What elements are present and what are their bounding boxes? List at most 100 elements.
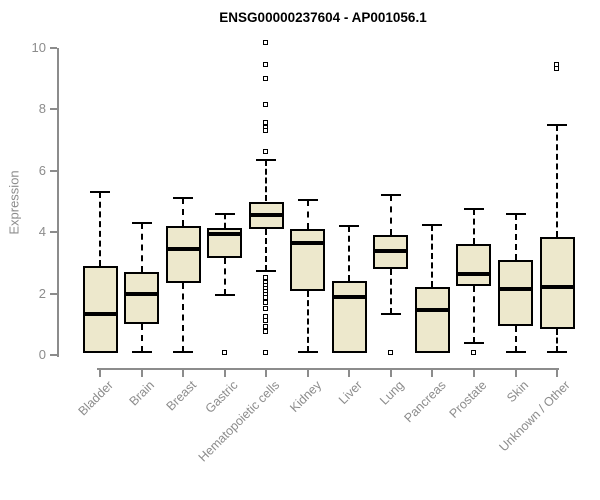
x-axis-tick — [223, 370, 226, 377]
whisker-lower-gastric — [223, 258, 226, 296]
x-tick-label: Brain — [126, 378, 158, 409]
median-line-brain — [124, 291, 160, 296]
boxplot-box-kidney — [290, 229, 326, 291]
whisker-cap-upper-breast — [173, 197, 194, 200]
x-axis-tick — [140, 370, 143, 377]
whisker-cap-upper-hematopoietic-cells — [256, 159, 277, 162]
whisker-lower-kidney — [306, 290, 309, 352]
whisker-lower-breast — [182, 282, 185, 352]
y-axis-label: Expression — [6, 170, 22, 235]
outlier-hematopoietic-cells — [263, 313, 269, 319]
whisker-upper-pancreas — [431, 224, 434, 288]
outlier-hematopoietic-cells — [263, 61, 269, 67]
whisker-lower-unknown-other — [556, 328, 559, 352]
median-line-prostate — [456, 271, 492, 276]
y-tick-label: 10 — [31, 40, 46, 55]
median-line-skin — [498, 286, 533, 291]
outlier-hematopoietic-cells — [263, 101, 269, 107]
whisker-cap-upper-liver — [339, 225, 360, 228]
boxplot-box-unknown-other — [539, 236, 575, 329]
whisker-upper-lung — [389, 195, 392, 236]
whisker-cap-lower-skin — [505, 350, 526, 353]
median-line-kidney — [290, 240, 326, 245]
x-tick-label: Lung — [377, 378, 407, 408]
x-axis-tick — [265, 370, 268, 377]
y-axis-line — [57, 48, 59, 357]
median-line-liver — [331, 294, 367, 299]
boxplot-box-breast — [165, 226, 201, 283]
whisker-cap-upper-gastric — [214, 212, 235, 215]
x-axis-tick — [556, 370, 559, 377]
whisker-cap-lower-unknown-other — [547, 350, 568, 353]
y-tick-label: 6 — [38, 162, 46, 178]
outlier-hematopoietic-cells — [263, 127, 269, 133]
outlier-unknown-other — [554, 61, 560, 67]
x-tick-label: Hematopoietic cells — [195, 378, 283, 465]
whisker-cap-lower-prostate — [463, 341, 484, 344]
y-axis-tick — [50, 231, 57, 234]
x-tick-label: Prostate — [447, 378, 490, 421]
boxplot-box-skin — [498, 259, 533, 326]
whisker-upper-skin — [514, 213, 517, 260]
outlier-hematopoietic-cells — [263, 350, 269, 356]
outlier-hematopoietic-cells — [263, 299, 269, 305]
whisker-upper-unknown-other — [556, 124, 559, 237]
whisker-cap-upper-unknown-other — [547, 123, 568, 126]
y-axis-tick — [50, 108, 57, 111]
whisker-upper-bladder — [99, 192, 101, 266]
whisker-cap-lower-breast — [173, 350, 194, 353]
y-axis-tick — [50, 169, 57, 172]
whisker-cap-upper-pancreas — [422, 223, 443, 226]
whisker-cap-lower-gastric — [214, 294, 235, 297]
outlier-hematopoietic-cells — [263, 324, 269, 330]
outlier-prostate — [470, 350, 476, 356]
outlier-hematopoietic-cells — [263, 40, 269, 46]
outlier-lung — [387, 350, 393, 356]
median-line-lung — [373, 248, 409, 253]
x-axis-tick — [472, 370, 475, 377]
median-line-bladder — [82, 311, 118, 316]
outlier-hematopoietic-cells — [263, 75, 269, 81]
whisker-cap-upper-brain — [131, 221, 152, 224]
boxplot-box-liver — [331, 281, 367, 354]
whisker-cap-lower-kidney — [297, 350, 318, 353]
whisker-cap-lower-brain — [131, 350, 152, 353]
x-axis-tick — [431, 370, 434, 377]
x-tick-label: Skin — [504, 378, 532, 406]
whisker-cap-lower-lung — [380, 312, 401, 315]
whisker-upper-liver — [348, 226, 351, 282]
outlier-hematopoietic-cells — [263, 120, 269, 126]
outlier-hematopoietic-cells — [263, 275, 269, 281]
whisker-upper-brain — [140, 222, 143, 273]
outlier-hematopoietic-cells — [263, 305, 269, 311]
x-axis-tick — [99, 370, 101, 377]
whisker-lower-skin — [514, 325, 517, 352]
whisker-cap-upper-skin — [505, 212, 526, 215]
outlier-hematopoietic-cells — [263, 318, 269, 324]
median-line-breast — [165, 247, 201, 252]
y-axis-tick — [50, 292, 57, 295]
whisker-cap-lower-hematopoietic-cells — [256, 269, 277, 272]
boxplot-box-prostate — [456, 244, 492, 286]
x-tick-label: Bladder — [75, 378, 116, 419]
whisker-cap-upper-bladder — [90, 191, 110, 194]
x-tick-label: Gastric — [202, 378, 241, 416]
x-axis-line — [97, 368, 559, 370]
boxplot-box-bladder — [82, 265, 118, 354]
x-tick-label: Liver — [336, 378, 366, 408]
whisker-upper-prostate — [472, 209, 475, 245]
x-axis-tick — [389, 370, 392, 377]
whisker-cap-upper-prostate — [463, 208, 484, 211]
y-axis-tick — [50, 354, 57, 356]
whisker-lower-prostate — [472, 285, 475, 343]
outlier-hematopoietic-cells — [263, 295, 269, 301]
x-axis-tick — [306, 370, 309, 377]
x-axis-tick — [514, 370, 517, 377]
median-line-hematopoietic-cells — [248, 213, 284, 218]
outlier-gastric — [221, 350, 227, 356]
x-tick-label: Pancreas — [401, 378, 449, 426]
y-tick-label: 4 — [38, 224, 46, 240]
whisker-lower-lung — [389, 269, 392, 314]
outlier-unknown-other — [554, 66, 560, 72]
